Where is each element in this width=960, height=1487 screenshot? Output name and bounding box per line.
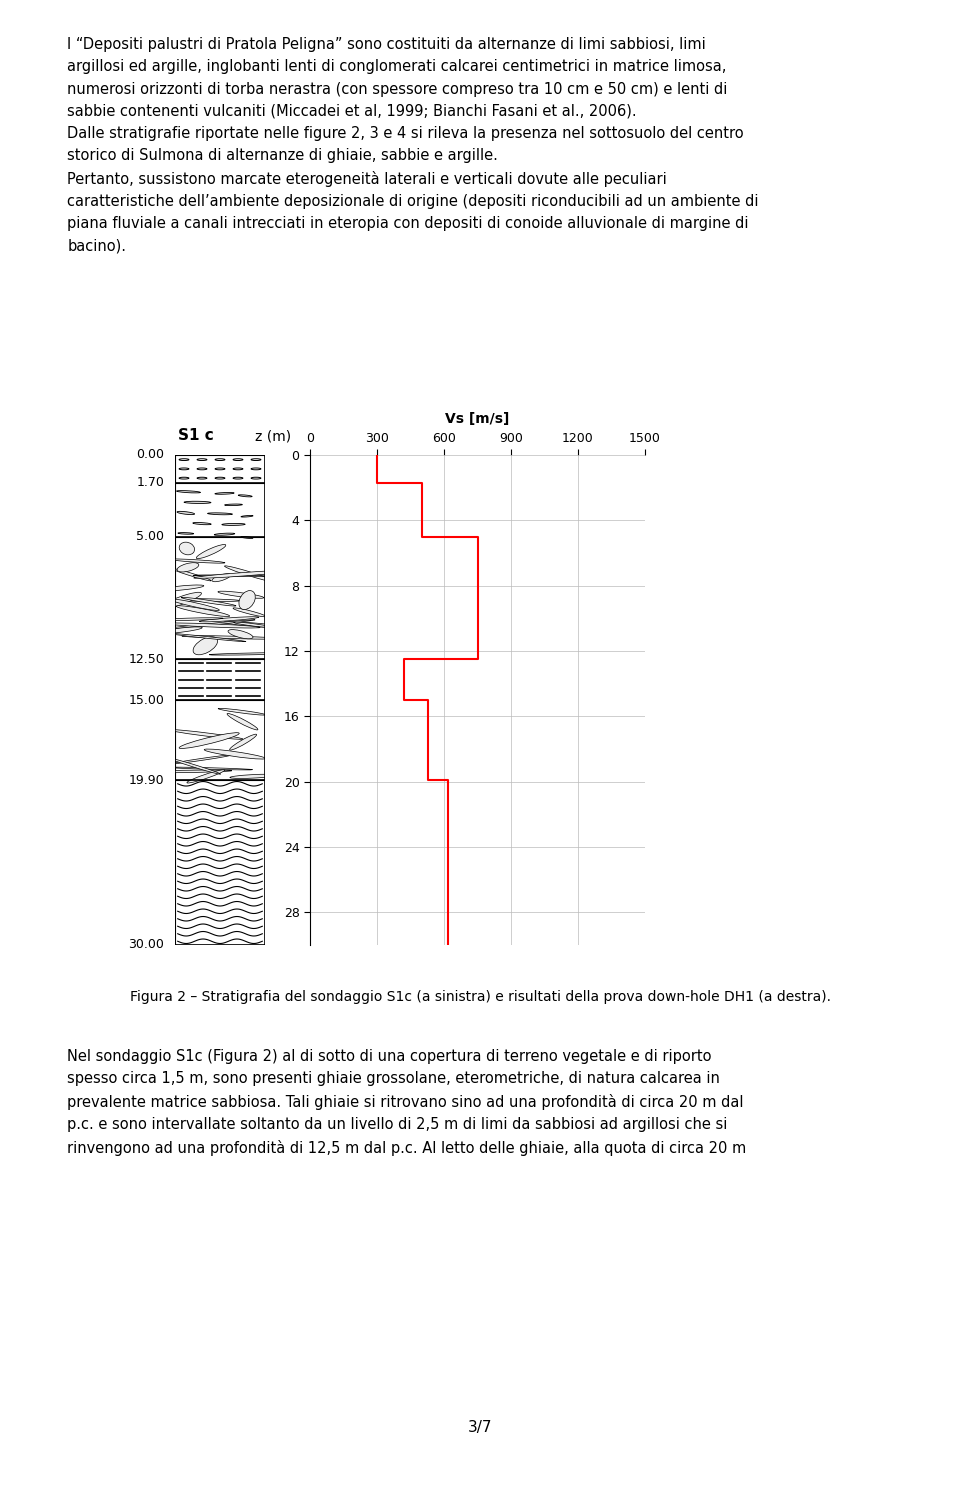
Text: 30.00: 30.00 bbox=[129, 938, 164, 952]
Bar bbox=[175, 537, 265, 659]
Ellipse shape bbox=[165, 623, 260, 628]
Ellipse shape bbox=[204, 749, 265, 758]
Ellipse shape bbox=[193, 575, 267, 577]
Ellipse shape bbox=[214, 534, 235, 535]
Ellipse shape bbox=[233, 608, 266, 617]
X-axis label: Vs [m/s]: Vs [m/s] bbox=[445, 412, 510, 427]
Ellipse shape bbox=[225, 567, 276, 583]
Ellipse shape bbox=[173, 755, 231, 764]
Ellipse shape bbox=[177, 512, 195, 515]
Ellipse shape bbox=[233, 622, 271, 628]
Ellipse shape bbox=[184, 501, 211, 504]
Ellipse shape bbox=[169, 559, 225, 564]
Text: 3/7: 3/7 bbox=[468, 1420, 492, 1435]
Bar bbox=[175, 483, 265, 537]
Ellipse shape bbox=[241, 516, 253, 517]
Ellipse shape bbox=[218, 708, 266, 715]
Ellipse shape bbox=[224, 622, 282, 628]
Ellipse shape bbox=[225, 504, 242, 506]
Ellipse shape bbox=[160, 620, 255, 629]
Ellipse shape bbox=[159, 584, 204, 590]
Ellipse shape bbox=[238, 495, 252, 497]
Ellipse shape bbox=[159, 592, 202, 610]
Text: Nel sondaggio S1c (Figura 2) al di sotto di una copertura di terreno vegetale e : Nel sondaggio S1c (Figura 2) al di sotto… bbox=[67, 1050, 747, 1155]
Ellipse shape bbox=[132, 770, 232, 773]
Ellipse shape bbox=[155, 617, 223, 620]
Text: 5.00: 5.00 bbox=[136, 531, 164, 543]
Ellipse shape bbox=[181, 635, 287, 639]
Text: 1.70: 1.70 bbox=[136, 476, 164, 489]
Ellipse shape bbox=[209, 653, 302, 656]
Ellipse shape bbox=[212, 574, 230, 581]
Ellipse shape bbox=[200, 617, 259, 622]
Ellipse shape bbox=[154, 598, 241, 601]
Ellipse shape bbox=[177, 562, 199, 572]
Ellipse shape bbox=[169, 730, 243, 739]
Ellipse shape bbox=[180, 733, 239, 748]
Ellipse shape bbox=[218, 592, 264, 598]
Ellipse shape bbox=[228, 629, 253, 639]
Text: 19.90: 19.90 bbox=[129, 773, 164, 787]
Ellipse shape bbox=[241, 537, 252, 538]
Ellipse shape bbox=[229, 775, 277, 778]
Bar bbox=[175, 455, 265, 483]
Ellipse shape bbox=[193, 522, 211, 525]
Ellipse shape bbox=[180, 543, 195, 555]
Text: 15.00: 15.00 bbox=[129, 693, 164, 706]
Text: 0.00: 0.00 bbox=[136, 449, 164, 461]
Ellipse shape bbox=[178, 532, 194, 534]
Text: S1 c: S1 c bbox=[179, 428, 214, 443]
Text: z (m): z (m) bbox=[254, 430, 291, 443]
Text: 12.50: 12.50 bbox=[129, 653, 164, 666]
Ellipse shape bbox=[196, 544, 226, 559]
Ellipse shape bbox=[170, 758, 221, 775]
Bar bbox=[175, 700, 265, 781]
Ellipse shape bbox=[193, 636, 218, 654]
Ellipse shape bbox=[215, 492, 234, 494]
Ellipse shape bbox=[227, 714, 258, 730]
Ellipse shape bbox=[177, 605, 229, 617]
Ellipse shape bbox=[229, 735, 256, 749]
Ellipse shape bbox=[181, 598, 236, 607]
Text: I “Depositi palustri di Pratola Peligna” sono costituiti da alternanze di limi s: I “Depositi palustri di Pratola Peligna”… bbox=[67, 37, 758, 254]
Ellipse shape bbox=[177, 491, 201, 492]
Ellipse shape bbox=[187, 770, 225, 784]
Ellipse shape bbox=[172, 568, 211, 581]
Ellipse shape bbox=[194, 571, 291, 578]
Bar bbox=[175, 659, 265, 700]
Ellipse shape bbox=[222, 523, 245, 525]
Ellipse shape bbox=[168, 633, 246, 642]
Ellipse shape bbox=[168, 767, 252, 770]
Ellipse shape bbox=[207, 513, 232, 515]
Ellipse shape bbox=[239, 590, 255, 610]
Text: Figura 2 – Stratigrafia del sondaggio S1c (a sinistra) e risultati della prova d: Figura 2 – Stratigrafia del sondaggio S1… bbox=[130, 990, 830, 1004]
Ellipse shape bbox=[157, 628, 203, 633]
Ellipse shape bbox=[170, 599, 220, 611]
Bar bbox=[175, 781, 265, 946]
